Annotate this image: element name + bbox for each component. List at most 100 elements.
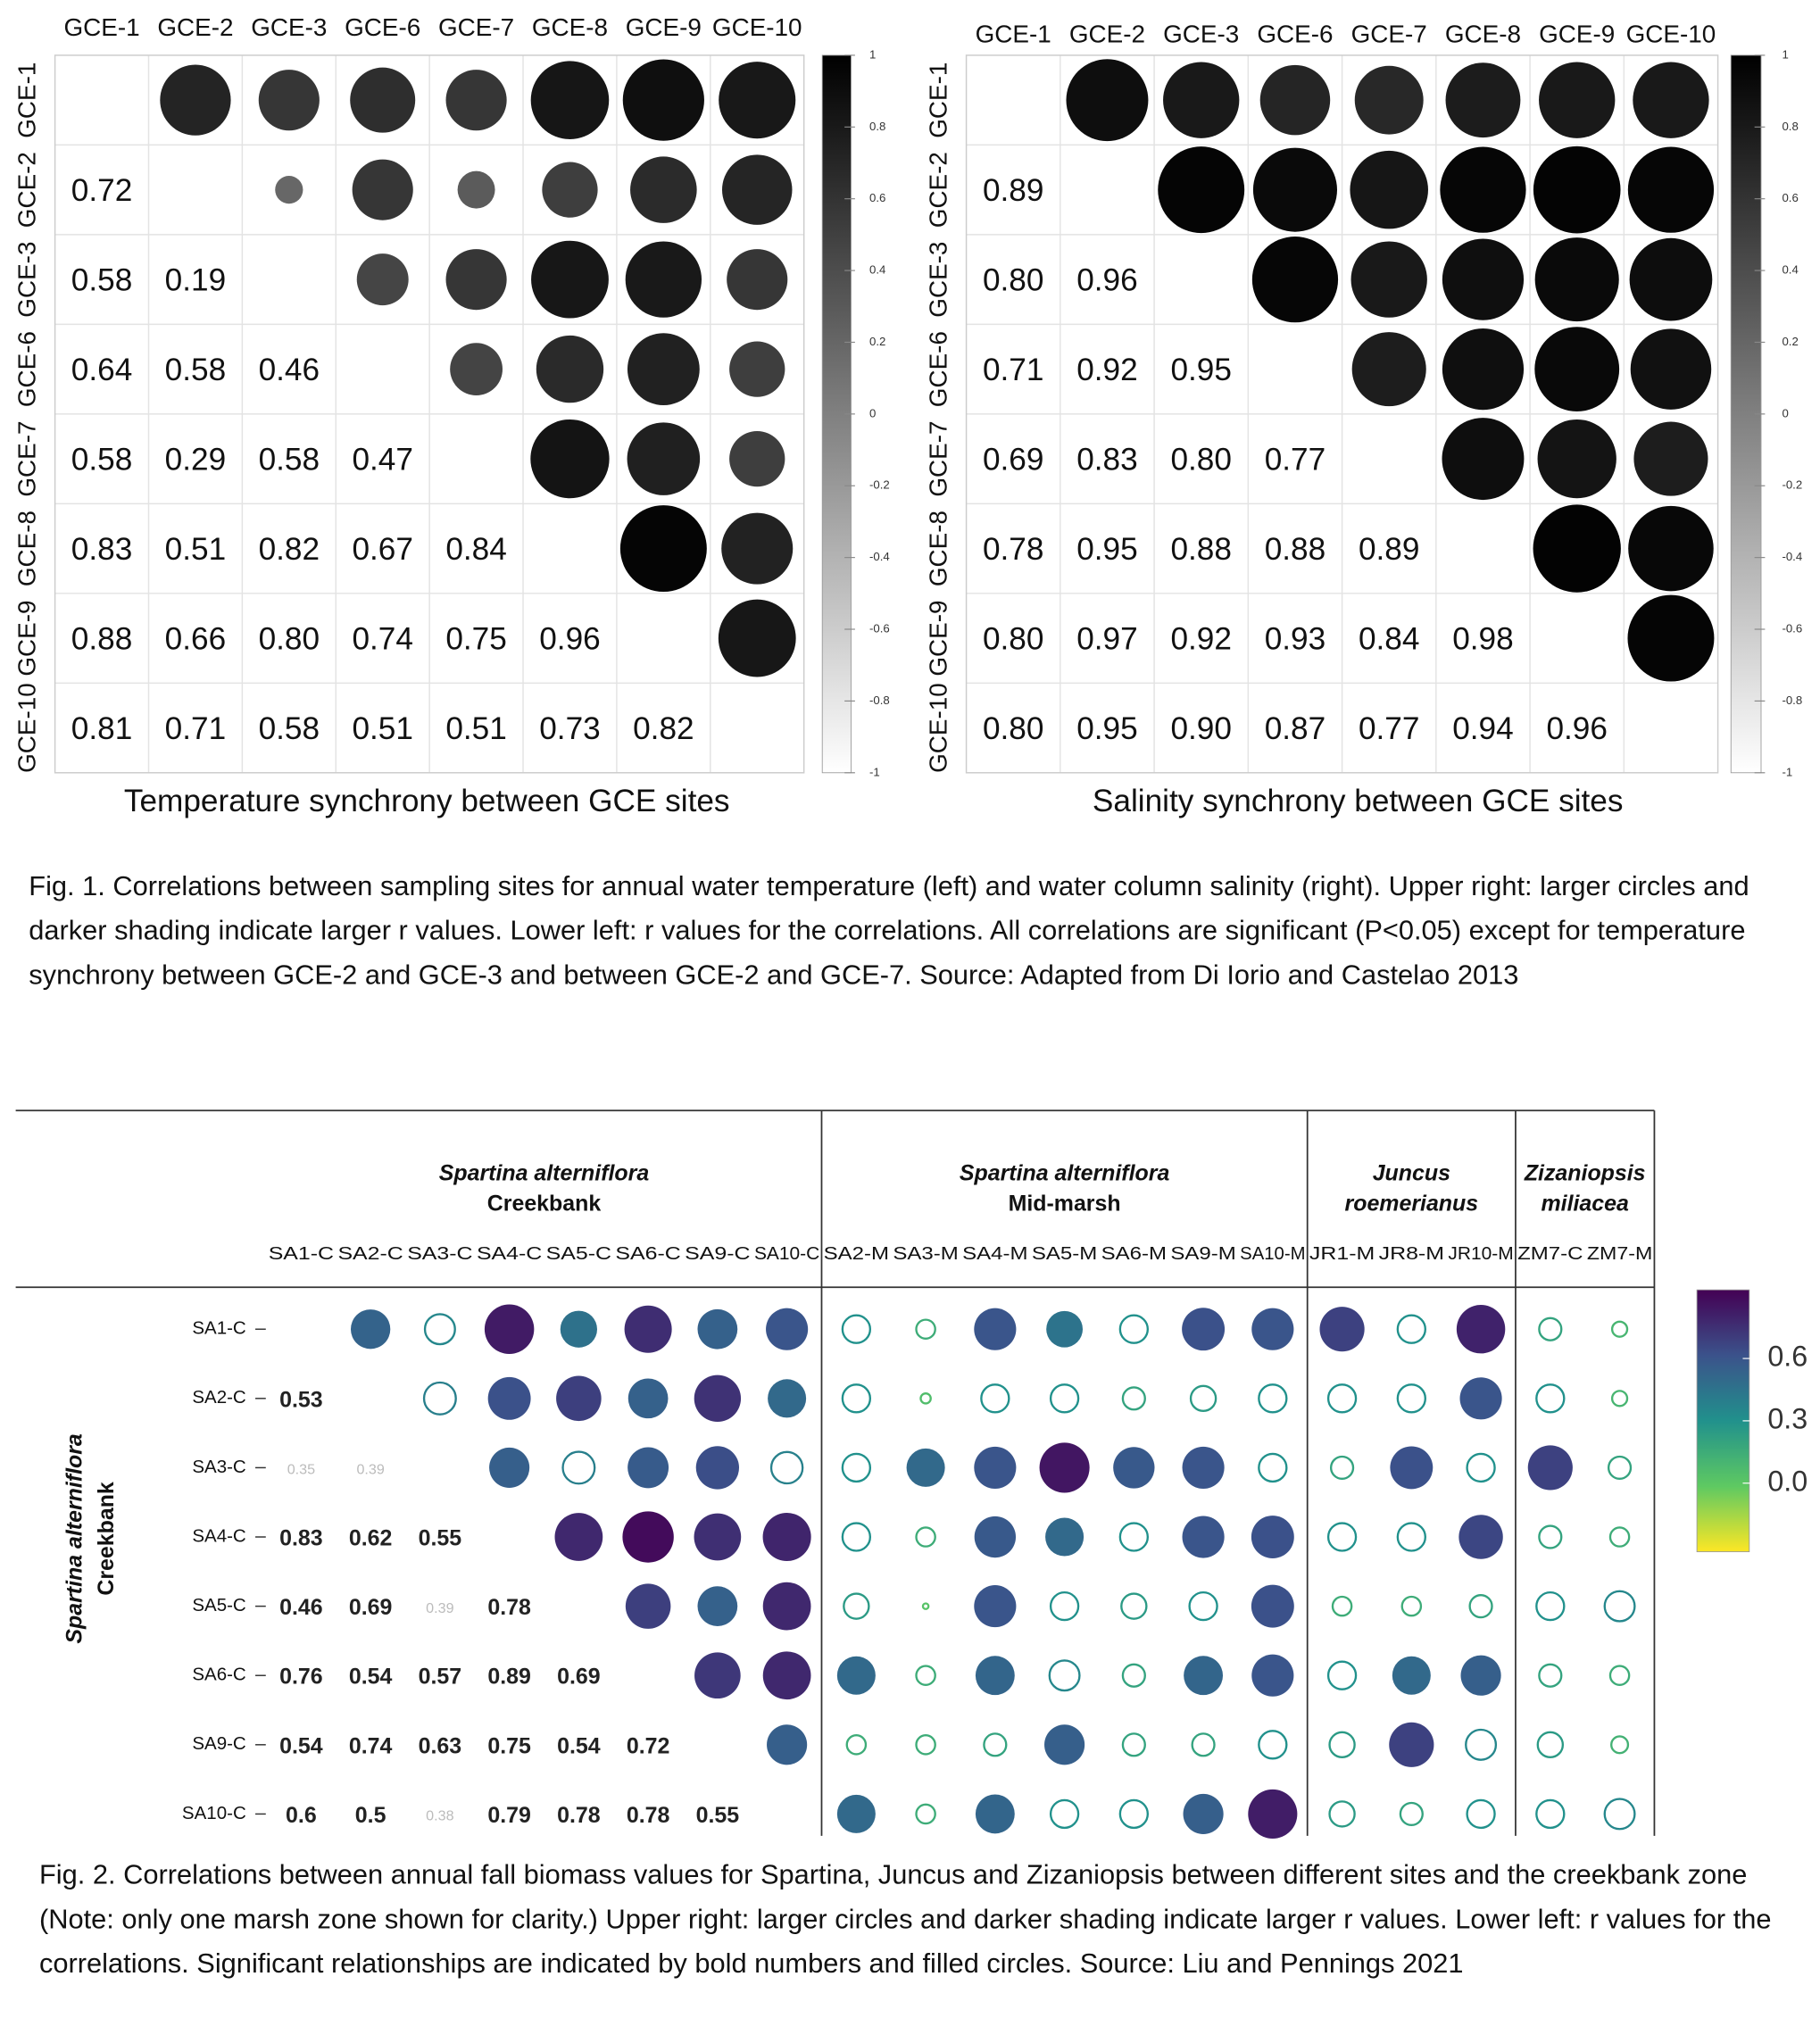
correlation-circle: [915, 1734, 936, 1756]
correlation-circle: [1182, 1516, 1225, 1558]
correlation-circle: [561, 1450, 596, 1485]
value-label: 0.72: [71, 173, 133, 208]
correlation-circle: [1251, 237, 1339, 323]
column-label: SA4-C: [477, 1243, 543, 1264]
correlation-circle: [1188, 1590, 1218, 1622]
value-label: 0.51: [445, 711, 506, 746]
correlation-circle: [1459, 1377, 1502, 1420]
correlation-circle: [762, 1512, 811, 1562]
correlation-circle: [1466, 1452, 1496, 1483]
correlation-circle: [721, 512, 794, 585]
value-label: 0.54: [557, 1733, 601, 1758]
correlation-circle: [1537, 419, 1616, 499]
colorbar-tick-label: -0.8: [869, 693, 890, 707]
correlation-circle: [1158, 146, 1245, 234]
value-label: 0.96: [539, 621, 601, 656]
value-label: 0.95: [1170, 353, 1232, 387]
correlation-circle: [762, 1651, 811, 1700]
column-label: SA5-M: [1032, 1243, 1097, 1264]
value-label: 0.72: [627, 1733, 670, 1758]
correlation-circle: [1044, 1724, 1085, 1765]
correlation-circle: [974, 1516, 1017, 1558]
column-label: GCE-10: [1626, 20, 1716, 47]
value-label: 0.75: [445, 621, 506, 656]
colorbar-tick-label: -0.8: [1782, 693, 1802, 707]
correlation-circle: [697, 1586, 738, 1626]
value-label: 0.80: [983, 621, 1044, 656]
correlation-circle: [1182, 1446, 1225, 1489]
row-label: GCE-1: [13, 62, 41, 138]
colorbar-tick-label: 0.2: [869, 335, 885, 348]
correlation-circle: [1259, 64, 1331, 136]
correlation-circle: [1118, 1522, 1150, 1552]
value-label: 0.80: [259, 621, 320, 656]
colorbar-tick-label: 0.8: [869, 120, 885, 133]
value-label: 0.58: [71, 442, 133, 477]
correlation-circle: [1328, 1800, 1356, 1828]
figure-caption: Fig. 2. Correlations between annual fall…: [39, 1859, 1779, 1980]
correlation-circle: [350, 1309, 391, 1350]
value-label: 0.55: [419, 1526, 462, 1551]
row-label: GCE-7: [13, 421, 41, 497]
correlation-circle: [841, 1383, 872, 1414]
value-label: 0.35: [287, 1462, 315, 1478]
value-label: 0.5: [355, 1803, 386, 1828]
column-label: SA6-C: [615, 1243, 681, 1264]
correlation-circle: [1049, 1590, 1080, 1622]
correlation-circle: [843, 1592, 870, 1620]
correlation-circle: [1610, 1735, 1630, 1755]
correlation-circle: [1535, 1798, 1566, 1830]
correlation-circle: [1630, 328, 1712, 410]
value-label: 0.58: [165, 353, 227, 387]
value-label: 0.81: [71, 711, 133, 746]
correlation-circle: [457, 170, 495, 209]
value-label: 0.80: [983, 262, 1044, 297]
correlation-circle: [767, 1724, 808, 1765]
column-label: JR8-M: [1379, 1243, 1444, 1264]
correlation-circle: [1252, 147, 1338, 232]
value-label: 0.83: [1076, 442, 1138, 477]
correlation-circle: [1350, 150, 1428, 229]
value-label: 0.80: [983, 711, 1044, 746]
correlation-circle: [622, 1511, 674, 1563]
colorbar-tick-label: 1: [1782, 47, 1788, 61]
correlation-circle: [1535, 1590, 1566, 1622]
correlation-circle: [1442, 238, 1525, 320]
correlation-circle: [1390, 1446, 1434, 1490]
correlation-circle: [906, 1448, 945, 1487]
chart-title: Temperature synchrony between GCE sites: [124, 784, 730, 818]
correlation-circle: [1534, 237, 1619, 322]
value-label: 0.82: [259, 532, 320, 567]
correlation-circle: [729, 341, 785, 397]
value-label: 0.29: [165, 442, 227, 477]
value-label: 0.97: [1076, 621, 1138, 656]
correlation-circle: [1608, 1526, 1631, 1548]
row-label: SA3-C: [192, 1457, 246, 1477]
correlation-circle: [1440, 146, 1526, 233]
value-label: 0.78: [983, 532, 1044, 567]
correlation-circle: [554, 1513, 603, 1561]
column-label: SA1-C: [269, 1243, 335, 1264]
correlation-circle: [841, 1522, 872, 1552]
correlation-circle: [350, 67, 416, 133]
value-label: 0.39: [426, 1600, 453, 1616]
group-title: roemerianus: [1345, 1191, 1479, 1216]
row-label: SA2-C: [192, 1387, 246, 1408]
correlation-circle: [1445, 62, 1521, 138]
correlation-circle: [1118, 1314, 1150, 1344]
column-label: GCE-3: [1163, 20, 1239, 47]
column-label: ZM7-C: [1517, 1243, 1583, 1264]
value-label: 0.38: [426, 1808, 453, 1824]
colorbar-tick-label: 0.8: [1782, 120, 1798, 133]
correlation-circle: [530, 419, 610, 499]
plot-border: [54, 54, 805, 774]
row-group-title: Spartina alterniflora: [62, 1433, 87, 1644]
value-label: 0.6: [286, 1803, 317, 1828]
row-label: GCE-2: [925, 152, 952, 228]
value-label: 0.58: [71, 262, 133, 297]
value-label: 0.89: [983, 173, 1044, 208]
correlation-circle: [1049, 1798, 1080, 1830]
value-label: 0.74: [349, 1733, 393, 1758]
correlation-circle: [768, 1379, 807, 1418]
